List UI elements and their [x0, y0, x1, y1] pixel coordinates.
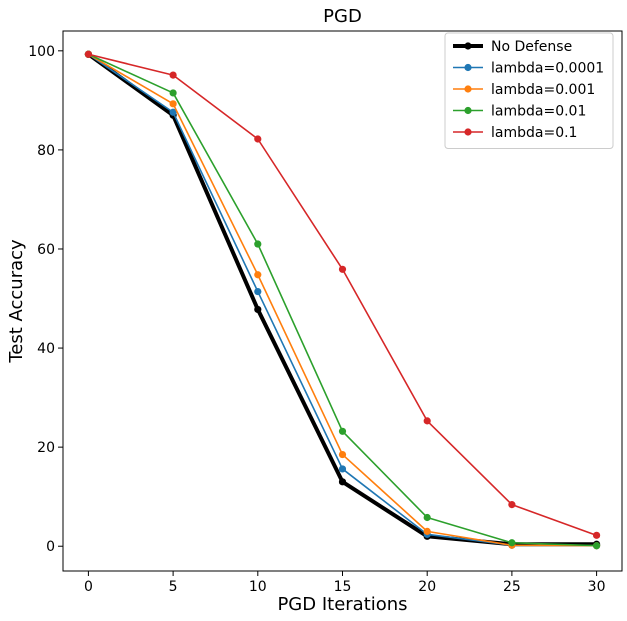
y-tick-label: 40: [37, 341, 55, 357]
data-point-lambda-0-001: [423, 527, 431, 535]
x-tick-label: 15: [334, 579, 352, 595]
x-tick-label: 5: [169, 579, 178, 595]
legend-marker: [464, 42, 472, 50]
data-point-lambda-0-001: [254, 271, 262, 279]
plot-frame: [62, 30, 623, 572]
y-tick-label: 80: [37, 143, 55, 159]
data-point-lambda-0-1: [338, 265, 347, 273]
data-point-lambda-0-01: [254, 240, 262, 248]
legend-label: lambda=0.01: [491, 104, 586, 120]
y-tick-label: 60: [37, 242, 55, 258]
legend-label: lambda=0.001: [491, 82, 595, 98]
legend-box: [444, 32, 614, 149]
data-point-lambda-0-001: [338, 450, 347, 459]
data-point-lambda-0-1: [169, 71, 177, 79]
data-point-lambda-0-1: [84, 50, 93, 58]
x-axis-label: PGD Iterations: [277, 594, 407, 615]
data-point-lambda-0-1: [592, 531, 601, 539]
y-tick-label: 100: [28, 44, 55, 60]
data-point-lambda-0-1: [254, 135, 262, 143]
data-point-lambda-0-1: [423, 417, 431, 425]
data-point-no-defense: [338, 478, 347, 486]
data-point-lambda-0-01: [508, 539, 516, 547]
y-axis-label: Test Accuracy: [6, 239, 27, 364]
data-point-lambda-0-0001: [254, 287, 262, 296]
legend-marker: [464, 63, 472, 72]
x-tick-label: 25: [503, 579, 521, 595]
legend-marker: [464, 106, 472, 115]
y-tick-label: 0: [46, 539, 55, 555]
x-tick-label: 0: [84, 579, 93, 595]
legend: No Defense lambda=0.0001 lambda=0.001 lambd…: [444, 32, 614, 149]
legend-label: lambda=0.0001: [491, 61, 604, 77]
data-point-no-defense: [254, 305, 262, 314]
data-point-lambda-0-01: [338, 427, 347, 435]
plot-area: 0 5 10 15 20 25 30 0 20 40 60 80 100: [28, 30, 623, 595]
data-point-lambda-0-01: [592, 542, 601, 550]
x-tick-label: 30: [588, 579, 606, 595]
x-tick-label: 20: [418, 579, 436, 595]
legend-marker: [464, 128, 472, 136]
y-tick-label: 20: [37, 440, 55, 456]
legend-label: lambda=0.1: [491, 125, 577, 141]
data-point-lambda-0-001: [169, 100, 177, 108]
data-point-lambda-0-01: [169, 89, 177, 97]
x-tick-label: 10: [249, 579, 267, 595]
legend-marker: [464, 85, 472, 93]
chart-title: PGD: [323, 6, 362, 27]
data-point-lambda-0-0001: [169, 108, 177, 116]
legend-label: No Defense: [491, 39, 572, 55]
data-point-lambda-0-1: [508, 501, 516, 509]
data-point-lambda-0-01: [423, 513, 431, 522]
data-point-lambda-0-0001: [338, 465, 347, 473]
